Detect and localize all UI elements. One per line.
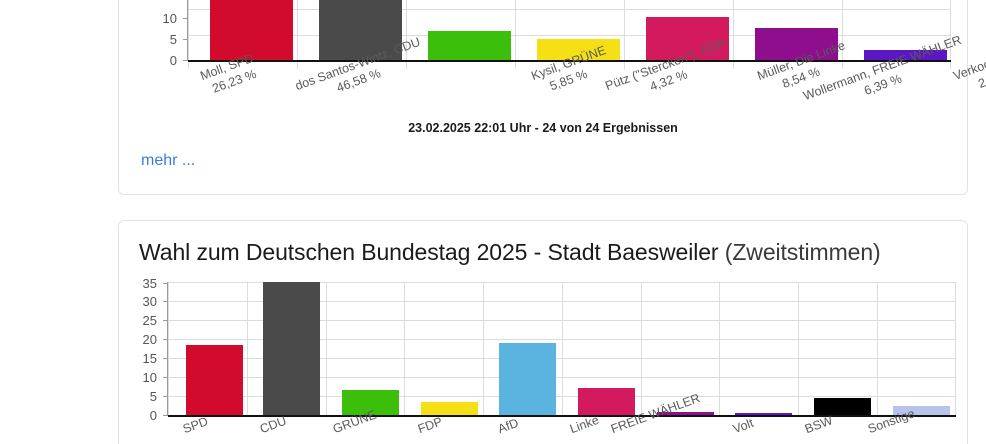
ytick-mark [163, 283, 168, 284]
bar-zweit-fw [657, 412, 714, 416]
zweitstimmen-ytick-10: 10 [142, 370, 157, 385]
bar-erst-gruene [428, 31, 511, 61]
grid-v [404, 282, 405, 416]
zweitstimmen-y-axis [167, 282, 168, 416]
grid-v [641, 282, 642, 416]
zweitstimmen-card-title-sub: (Zweitstimmen) [724, 239, 881, 265]
erststimmen-chart-note: 23.02.2025 22:01 Uhr - 24 von 24 Ergebni… [408, 121, 678, 135]
bar-zweit-gruene [342, 390, 399, 416]
bar-zweit-bsw [814, 398, 871, 416]
zweitstimmen-ytick-35: 35 [142, 276, 157, 291]
ytick-mark [163, 358, 168, 359]
grid-v [483, 282, 484, 416]
bar-erst-linke [646, 17, 729, 61]
grid-v [955, 282, 956, 416]
ytick-mark [163, 377, 168, 378]
erststimmen-ytick-5: 5 [169, 32, 177, 47]
bar-zweit-linke [578, 388, 635, 416]
grid-v [719, 282, 720, 416]
bar-erst-volt [864, 50, 947, 61]
ytick-mark [163, 320, 168, 321]
bar-erst-spd [210, 0, 293, 61]
grid-v [798, 282, 799, 416]
erststimmen-y-axis [187, 0, 188, 61]
ytick-mark [163, 396, 168, 397]
grid-v [326, 282, 327, 416]
zweitstimmen-x-axis [168, 415, 956, 417]
bar-erst-fw [755, 28, 838, 61]
zweitstimmen-ytick-20: 20 [142, 332, 157, 347]
erststimmen-result-card: Wahl zum Deutschen Bundestag 2025 - Stad… [118, 0, 986, 195]
bar-zweit-spd [186, 345, 243, 416]
bar-zweit-sonstige [893, 406, 950, 416]
bar-zweit-afd [499, 343, 556, 416]
erststimmen-ytick-0: 0 [169, 53, 177, 68]
xlabel-zweit-volt: Volt [731, 415, 756, 437]
grid-v [950, 0, 951, 69]
zweitstimmen-ytick-15: 15 [142, 351, 157, 366]
bar-zweit-cdu [263, 282, 320, 416]
zweitstimmen-ytick-30: 30 [142, 294, 157, 309]
grid-v [168, 282, 169, 416]
grid-v [733, 0, 734, 69]
grid-v [877, 282, 878, 416]
erststimmen-ytick-mark-10 [183, 18, 188, 19]
grid-v [515, 0, 516, 69]
erststimmen-more-link[interactable]: mehr ... [141, 152, 196, 169]
grid-v [247, 282, 248, 416]
erststimmen-bar-chart: 10 5 0 [151, 0, 986, 126]
zweitstimmen-ytick-0: 0 [149, 408, 157, 423]
grid-v [562, 282, 563, 416]
erststimmen-ytick-mark-0 [183, 60, 188, 61]
grid-v [842, 0, 843, 69]
grid-h [188, 9, 951, 10]
xlabel-zweit-fdp: FDP [416, 414, 445, 437]
zweitstimmen-plot-area [168, 282, 956, 417]
erststimmen-x-axis [188, 60, 951, 62]
xlabel-zweit-cdu: CDU [258, 413, 289, 437]
grid-v [188, 0, 189, 69]
grid-v [406, 0, 407, 69]
bar-erst-fdp [537, 39, 620, 61]
xlabel-zweit-spd: SPD [181, 414, 210, 437]
bar-zweit-volt [735, 413, 792, 416]
grid-h [188, 35, 951, 36]
ytick-mark [163, 301, 168, 302]
ytick-mark [163, 415, 168, 416]
ytick-mark [163, 339, 168, 340]
bar-erst-cdu [319, 0, 402, 61]
zweitstimmen-result-card: Wahl zum Deutschen Bundestag 2025 - Stad… [118, 220, 968, 444]
grid-v [297, 0, 298, 69]
zweitstimmen-bar-chart: 35 30 25 20 15 10 5 0 [131, 277, 956, 444]
zweitstimmen-ytick-5: 5 [149, 389, 157, 404]
xlabel-zweit-afd: AfD [496, 415, 521, 437]
zweitstimmen-card-title-main: Wahl zum Deutschen Bundestag 2025 - Stad… [139, 239, 719, 265]
zweitstimmen-ytick-25: 25 [142, 313, 157, 328]
zweitstimmen-card-title: Wahl zum Deutschen Bundestag 2025 - Stad… [139, 239, 881, 266]
bar-zweit-fdp [421, 402, 478, 416]
grid-v [624, 0, 625, 69]
erststimmen-plot-area [188, 0, 951, 69]
erststimmen-ytick-10: 10 [162, 11, 177, 26]
erststimmen-ytick-mark-5 [183, 39, 188, 40]
